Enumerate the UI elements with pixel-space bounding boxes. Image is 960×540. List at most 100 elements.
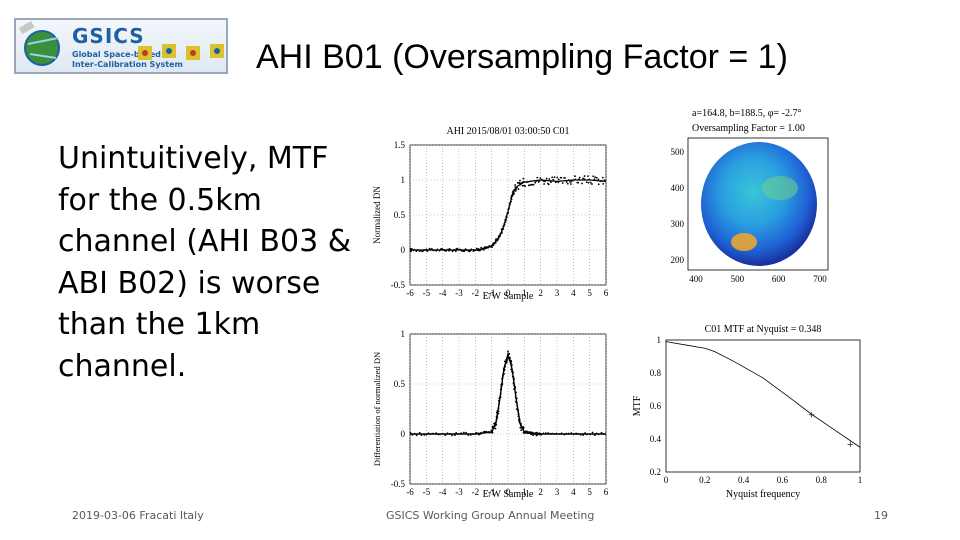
data-point xyxy=(583,178,586,181)
data-point xyxy=(459,248,462,251)
data-point xyxy=(585,433,588,436)
data-point xyxy=(514,189,517,192)
data-point xyxy=(495,411,498,414)
data-point xyxy=(502,228,505,230)
data-point xyxy=(582,177,584,180)
data-point xyxy=(445,250,447,252)
data-point xyxy=(410,250,412,253)
data-point xyxy=(518,420,521,422)
data-point xyxy=(496,414,499,417)
data-point xyxy=(495,421,497,424)
x-tick-label: 5 xyxy=(587,288,592,298)
data-point xyxy=(510,197,512,199)
data-point xyxy=(494,427,497,430)
data-point xyxy=(583,175,586,177)
data-point xyxy=(549,432,552,435)
data-point xyxy=(437,433,440,436)
data-point xyxy=(490,244,493,247)
x-tick-label: -4 xyxy=(439,487,447,497)
slide-number: 19 xyxy=(874,509,888,522)
data-point xyxy=(409,432,412,434)
data-point xyxy=(565,181,568,183)
data-point xyxy=(497,399,500,402)
data-point xyxy=(417,249,419,251)
data-point xyxy=(514,386,517,389)
data-point xyxy=(549,181,552,184)
data-point xyxy=(522,180,525,183)
data-point xyxy=(502,374,504,376)
data-point xyxy=(423,434,426,436)
data-point xyxy=(565,432,568,435)
data-point xyxy=(572,433,575,436)
y-tick-label: 300 xyxy=(671,219,685,229)
data-point xyxy=(512,191,515,194)
data-point xyxy=(420,434,423,437)
data-point xyxy=(470,248,473,251)
data-point xyxy=(514,186,517,188)
data-point xyxy=(551,432,554,435)
data-point xyxy=(515,188,518,190)
x-tick-label: 6 xyxy=(604,288,609,298)
data-point xyxy=(478,433,480,436)
y-tick-label: 400 xyxy=(671,183,685,193)
data-point xyxy=(522,426,525,429)
data-point xyxy=(498,397,501,400)
data-point xyxy=(501,377,503,380)
data-point xyxy=(536,176,539,179)
data-point xyxy=(520,422,522,425)
data-point xyxy=(508,352,511,355)
data-point xyxy=(493,427,495,429)
data-point xyxy=(535,180,537,183)
y-tick-label: 1 xyxy=(657,335,662,345)
x-tick-label: 0.6 xyxy=(777,475,789,485)
data-point xyxy=(515,397,518,400)
data-point xyxy=(446,432,449,435)
data-point xyxy=(474,249,477,252)
data-point xyxy=(510,360,513,362)
x-tick-label: -2 xyxy=(472,487,480,497)
data-point xyxy=(446,248,449,251)
data-point xyxy=(594,176,597,179)
data-point xyxy=(427,432,430,435)
data-point xyxy=(493,242,496,245)
data-point xyxy=(518,421,521,424)
data-point xyxy=(593,178,596,180)
data-point xyxy=(441,248,444,251)
data-point xyxy=(531,183,534,186)
data-point xyxy=(458,248,461,251)
data-point xyxy=(476,432,479,435)
data-point xyxy=(567,432,570,435)
data-point xyxy=(517,409,519,412)
data-point xyxy=(460,432,463,435)
footer-date-location: 2019-03-06 Fracati Italy xyxy=(72,509,204,522)
x-tick-label: 500 xyxy=(731,274,745,284)
mtf-chart: C01 MTF at Nyquist = 0.348 Nyquist frequ… xyxy=(632,324,862,500)
data-point xyxy=(514,184,517,186)
data-point xyxy=(455,431,458,434)
data-point xyxy=(553,432,556,435)
x-tick-label: 5 xyxy=(587,487,592,497)
data-point xyxy=(567,179,570,182)
x-tick-label: 0 xyxy=(506,288,511,298)
data-point xyxy=(564,177,566,179)
data-point xyxy=(521,184,524,187)
data-point xyxy=(497,238,500,240)
data-point xyxy=(556,176,559,179)
data-point xyxy=(552,178,555,181)
data-marker: + xyxy=(847,437,854,451)
x-tick-label: 6 xyxy=(604,487,609,497)
x-tick-label: 0.4 xyxy=(738,475,750,485)
data-point xyxy=(491,431,494,434)
y-tick-label: -0.5 xyxy=(391,280,406,290)
data-point xyxy=(467,434,470,437)
data-point xyxy=(516,404,519,407)
data-point xyxy=(415,434,418,437)
data-point xyxy=(520,424,522,427)
data-point xyxy=(522,428,525,431)
y-tick-label: 0.8 xyxy=(650,368,662,378)
data-point xyxy=(574,178,577,181)
data-point xyxy=(540,433,542,436)
data-point xyxy=(505,215,508,218)
x-tick-label: -2 xyxy=(472,288,480,298)
logo-line1: Global Space-based xyxy=(72,50,161,59)
